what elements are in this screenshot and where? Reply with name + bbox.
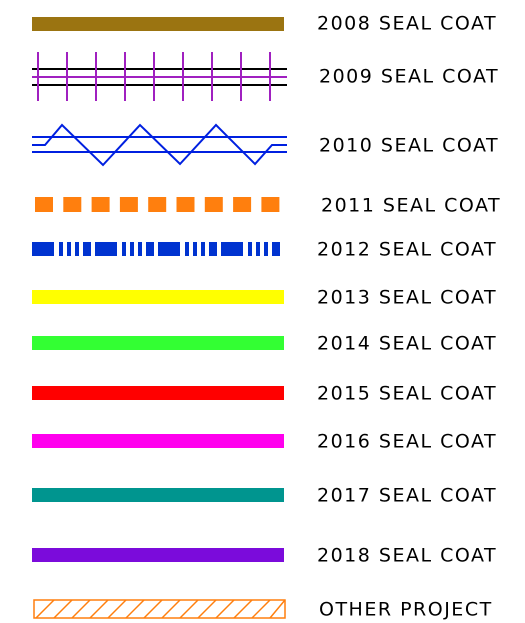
pattern-part — [91, 197, 110, 212]
legend-label: 2018 SEAL COAT — [317, 545, 497, 567]
legend-label: 2015 SEAL COAT — [317, 383, 497, 405]
pattern-part — [122, 242, 126, 256]
pattern-part — [107, 599, 127, 619]
pattern-part — [264, 242, 268, 256]
swatch-2014 — [32, 336, 284, 350]
pattern-part — [185, 242, 189, 256]
labels: 2008 SEAL COAT 2009 SEAL COAT 2010 SEAL … — [317, 13, 501, 621]
legend-label: 2010 SEAL COAT — [319, 135, 499, 157]
pattern-part — [138, 242, 142, 256]
pattern-part — [119, 197, 138, 212]
swatch-2013 — [32, 290, 284, 304]
legend-label: 2016 SEAL COAT — [317, 431, 497, 453]
pattern-part — [251, 599, 271, 619]
legend-label: 2011 SEAL COAT — [321, 195, 501, 217]
pattern-part — [179, 599, 199, 619]
legend-label: 2017 SEAL COAT — [317, 485, 497, 507]
legend-label: OTHER PROJECT — [319, 599, 493, 621]
pattern-part — [256, 242, 260, 256]
swatch-other — [33, 599, 286, 619]
pattern-part — [130, 242, 134, 256]
pattern-part — [272, 242, 280, 256]
pattern-part — [248, 242, 252, 256]
pattern-part — [176, 197, 195, 212]
swatch-2012 — [32, 242, 280, 256]
pattern-part — [148, 197, 167, 212]
pattern-part — [95, 242, 117, 256]
swatch-2009 — [32, 52, 287, 101]
pattern-part — [261, 197, 280, 212]
pattern-part — [197, 599, 217, 619]
pattern-part — [59, 242, 63, 256]
pattern-part — [89, 599, 109, 619]
pattern-part — [71, 599, 91, 619]
pattern-part — [63, 197, 82, 212]
pattern-part — [209, 242, 217, 256]
pattern-part — [67, 242, 71, 256]
pattern-part — [35, 197, 53, 212]
legend-label: 2009 SEAL COAT — [319, 66, 499, 88]
pattern-part — [35, 599, 55, 619]
pattern-part — [204, 197, 223, 212]
pattern-part — [215, 599, 235, 619]
pattern-part — [233, 197, 252, 212]
pattern-part — [158, 242, 180, 256]
swatch-2016 — [32, 434, 284, 448]
pattern-part — [146, 242, 154, 256]
legend-label: 2012 SEAL COAT — [317, 239, 497, 261]
pattern-part — [233, 599, 253, 619]
pattern-part — [201, 242, 205, 256]
pattern-part — [83, 242, 91, 256]
pattern-part — [269, 599, 286, 619]
swatch-2018 — [32, 548, 284, 562]
pattern-part — [193, 242, 197, 256]
pattern-part — [143, 599, 163, 619]
pattern-part — [221, 242, 243, 256]
swatch-2017 — [32, 488, 284, 502]
legend-label: 2008 SEAL COAT — [317, 13, 497, 35]
pattern-part — [125, 599, 145, 619]
pattern-part — [32, 242, 54, 256]
swatch-2015 — [32, 386, 284, 400]
pattern-part — [75, 242, 79, 256]
swatch-2008 — [32, 17, 284, 31]
swatch-2010 — [32, 123, 287, 167]
pattern-part — [53, 599, 73, 619]
pattern-part — [161, 599, 181, 619]
swatch-2011 — [35, 197, 280, 212]
legend-label: 2014 SEAL COAT — [317, 333, 497, 355]
legend-label: 2013 SEAL COAT — [317, 287, 497, 309]
symbols — [32, 17, 287, 619]
